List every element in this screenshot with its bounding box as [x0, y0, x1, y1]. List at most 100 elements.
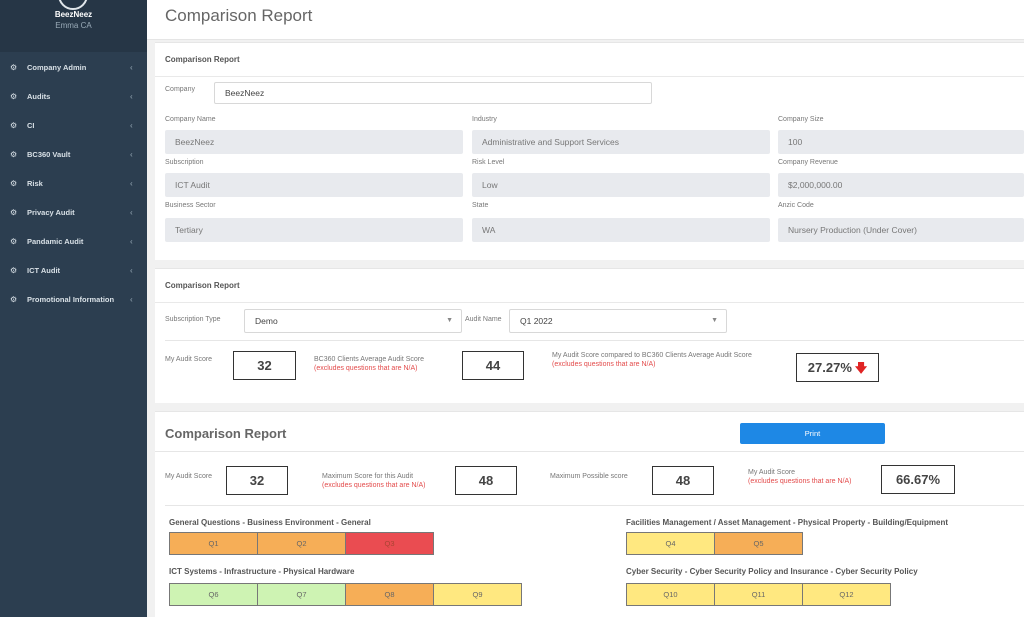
sidebar-item-label: CI: [27, 121, 35, 130]
company-input[interactable]: BeezNeez: [214, 82, 652, 104]
max-audit-score-value: 48: [455, 466, 517, 495]
chevron-left-icon: ‹: [130, 237, 133, 246]
chevron-left-icon: ‹: [130, 121, 133, 130]
sidebar-item-label: Promotional Information: [27, 295, 115, 304]
anzic-code-field: Nursery Production (Under Cover): [778, 218, 1024, 242]
cogs-icon: ⚙: [10, 295, 18, 304]
company-revenue-label: Company Revenue: [778, 159, 838, 166]
sidebar-item-bc360-vault[interactable]: ⚙ BC360 Vault ‹: [0, 140, 147, 169]
cogs-icon: ⚙: [10, 266, 18, 275]
subscription-field: ICT Audit: [165, 173, 463, 197]
page-header: Comparison Report: [147, 0, 1024, 40]
chevron-down-icon: ▼: [446, 317, 453, 324]
average-score-title: BC360 Clients Average Audit Score: [314, 356, 424, 363]
chevron-down-icon: ▼: [711, 317, 718, 324]
compared-score-label: My Audit Score compared to BC360 Clients…: [552, 352, 752, 368]
sidebar-item-label: ICT Audit: [27, 266, 61, 275]
question-cell-q6[interactable]: Q6: [170, 584, 258, 605]
company-details-panel: Comparison Report Company BeezNeez Compa…: [155, 42, 1024, 260]
audit-name-label: Audit Name: [465, 316, 502, 323]
chevron-left-icon: ‹: [130, 208, 133, 217]
question-cell-q7[interactable]: Q7: [258, 584, 346, 605]
sidebar-item-pandamic-audit[interactable]: ⚙ Pandamic Audit ‹: [0, 227, 147, 256]
company-size-label: Company Size: [778, 116, 824, 123]
sidebar-item-label: Company Admin: [27, 63, 87, 72]
percentage-score-note: (excludes questions that are N/A): [748, 478, 852, 485]
percentage-score-value: 66.67%: [881, 465, 955, 494]
industry-label: Industry: [472, 116, 497, 123]
average-score-value: 44: [462, 351, 524, 380]
sidebar-item-label: Audits: [27, 92, 51, 101]
panel-title: Comparison Report: [155, 43, 1024, 77]
category-title: ICT Systems - Infrastructure - Physical …: [169, 567, 355, 576]
profile-location: Emma CA: [55, 21, 92, 30]
sidebar-item-promotional-information[interactable]: ⚙ Promotional Information ‹: [0, 285, 147, 314]
sidebar-item-risk[interactable]: ⚙ Risk ‹: [0, 169, 147, 198]
average-score-note: (excludes questions that are N/A): [314, 365, 418, 372]
percentage-score-title: My Audit Score: [748, 469, 796, 476]
question-cell-q4[interactable]: Q4: [627, 533, 715, 554]
page-title: Comparison Report: [165, 6, 313, 25]
chevron-left-icon: ‹: [130, 92, 133, 101]
question-cell-q8[interactable]: Q8: [346, 584, 434, 605]
business-sector-label: Business Sector: [165, 202, 216, 209]
sidebar-item-ict-audit[interactable]: ⚙ ICT Audit ‹: [0, 256, 147, 285]
category-title: Cyber Security - Cyber Security Policy a…: [626, 567, 918, 576]
print-button[interactable]: Print: [740, 423, 885, 444]
max-audit-score-title: Maximum Score for this Audit: [322, 473, 414, 480]
subscription-type-select[interactable]: Demo ▼: [244, 309, 462, 333]
sidebar-item-privacy-audit[interactable]: ⚙ Privacy Audit ‹: [0, 198, 147, 227]
cogs-icon: ⚙: [10, 179, 18, 188]
gear-icon: ⚙: [10, 63, 18, 72]
subscription-type-label: Subscription Type: [165, 316, 221, 323]
compared-score-title: My Audit Score compared to BC360 Clients…: [552, 352, 752, 359]
question-cell-q11[interactable]: Q11: [715, 584, 803, 605]
cogs-icon: ⚙: [10, 208, 18, 217]
category-question-row: Q10 Q11 Q12: [626, 583, 891, 606]
industry-field: Administrative and Support Services: [472, 130, 770, 154]
sidebar-item-company-admin[interactable]: ⚙ Company Admin ‹: [0, 53, 147, 82]
company-label: Company: [165, 86, 195, 93]
max-possible-score-value: 48: [652, 466, 714, 495]
question-cell-q2[interactable]: Q2: [258, 533, 346, 554]
question-cell-q12[interactable]: Q12: [803, 584, 890, 605]
main-content: Comparison Report Comparison Report Comp…: [147, 0, 1024, 617]
business-sector-field: Tertiary: [165, 218, 463, 242]
audit-name-value: Q1 2022: [520, 316, 553, 326]
company-size-field: 100: [778, 130, 1024, 154]
divider: [165, 505, 1024, 506]
average-score-label: BC360 Clients Average Audit Score (exclu…: [314, 356, 424, 372]
my-audit-score-label: My Audit Score: [165, 356, 213, 363]
question-cell-q1[interactable]: Q1: [170, 533, 258, 554]
question-cell-q10[interactable]: Q10: [627, 584, 715, 605]
max-possible-score-label: Maximum Possible score: [550, 473, 628, 480]
sidebar-item-audits[interactable]: ⚙ Audits ‹: [0, 82, 147, 111]
state-field: WA: [472, 218, 770, 242]
subscription-type-value: Demo: [255, 316, 278, 326]
my-audit-score-value: 32: [233, 351, 296, 380]
cogs-icon: ⚙: [10, 92, 18, 101]
chevron-left-icon: ‹: [130, 63, 133, 72]
max-audit-score-note: (excludes questions that are N/A): [322, 482, 426, 489]
cogs-icon: ⚙: [10, 237, 18, 246]
sidebar-item-label: Pandamic Audit: [27, 237, 84, 246]
sidebar-item-ci[interactable]: ⚙ CI ‹: [0, 111, 147, 140]
anzic-code-label: Anzic Code: [778, 202, 814, 209]
divider: [165, 340, 1024, 341]
question-cell-q9[interactable]: Q9: [434, 584, 521, 605]
panel-title: Comparison Report: [155, 269, 1024, 303]
category-title: Facilities Management / Asset Management…: [626, 518, 948, 527]
question-cell-q3[interactable]: Q3: [346, 533, 433, 554]
subscription-label: Subscription: [165, 159, 204, 166]
category-question-row: Q1 Q2 Q3: [169, 532, 434, 555]
report-detail-panel: Comparison Report Print My Audit Score 3…: [155, 411, 1024, 617]
compared-score-note: (excludes questions that are N/A): [552, 361, 656, 368]
compared-score-value: 27.27%: [807, 360, 852, 375]
sidebar-nav: ⚙ Company Admin ‹ ⚙ Audits ‹ ⚙ CI ‹ ⚙ BC…: [0, 52, 147, 314]
audit-name-select[interactable]: Q1 2022 ▼: [509, 309, 727, 333]
sidebar-item-label: Risk: [27, 179, 43, 188]
my-audit-score-value: 32: [226, 466, 288, 495]
arrow-down-icon: 🡇: [854, 361, 868, 375]
compared-score-box: 27.27% 🡇: [796, 353, 879, 382]
question-cell-q5[interactable]: Q5: [715, 533, 802, 554]
